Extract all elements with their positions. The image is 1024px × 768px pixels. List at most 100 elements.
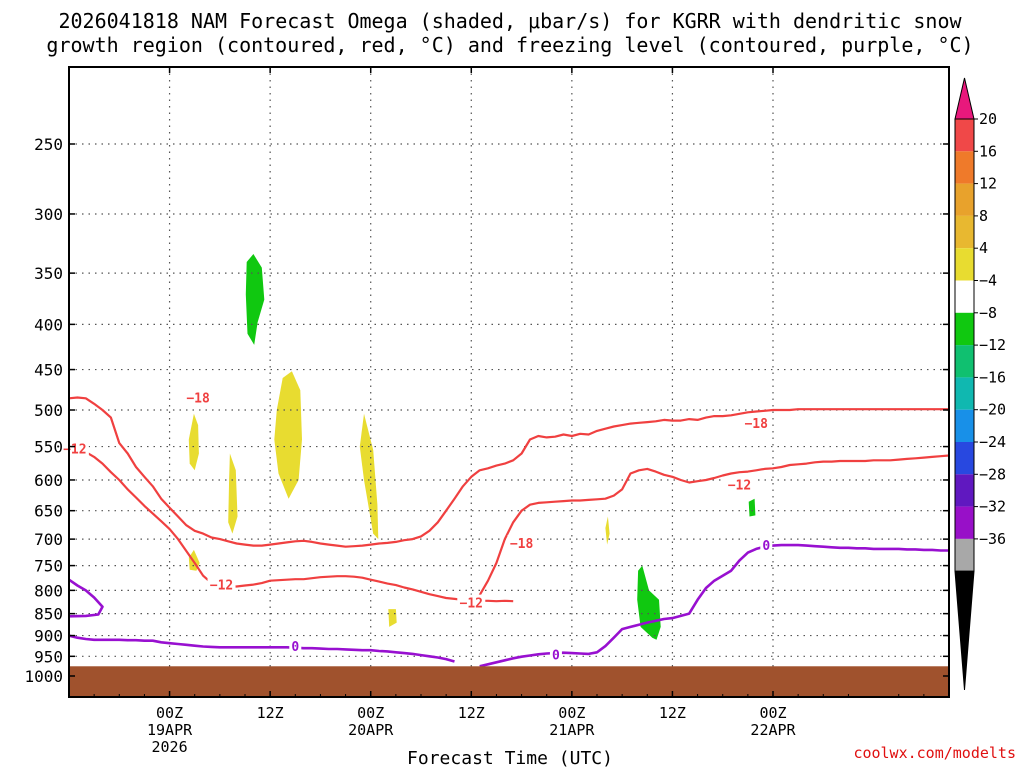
x-tick-label-54-0: 00Z bbox=[558, 704, 585, 722]
grid-lines bbox=[69, 67, 949, 697]
colorbar-tick-label-3: 8 bbox=[979, 207, 988, 225]
red-contour-m12-east-label-0: −12 bbox=[210, 579, 233, 594]
colorbar-band-4 bbox=[955, 215, 974, 249]
colorbar-tick-label-12: −32 bbox=[979, 498, 1006, 516]
red-contour-m12-east-label-bg-0 bbox=[207, 576, 236, 592]
credit-text: coolwx.com/modelts bbox=[853, 744, 1016, 762]
x-tick-label-6-2: 2026 bbox=[152, 738, 188, 756]
red-contour-m18-label-bg-2 bbox=[742, 414, 771, 430]
colorbar-band-7 bbox=[955, 312, 974, 346]
omega-area-yellow-blob-main bbox=[274, 371, 302, 499]
omega-area-green-blob-upper bbox=[245, 254, 265, 345]
colorbar-tick-label-13: −36 bbox=[979, 530, 1006, 548]
colorbar-band-10 bbox=[955, 409, 974, 442]
colorbar-band-2 bbox=[955, 151, 974, 184]
chart-title-line2: growth region (contoured, red, °C) and f… bbox=[46, 33, 973, 57]
red-contour-m12-west-label-bg-0 bbox=[60, 440, 89, 456]
y-tick-label-900: 900 bbox=[34, 627, 63, 646]
colorbar-bottom-arrow bbox=[954, 570, 975, 691]
y-tick-label-950: 950 bbox=[34, 647, 63, 666]
omega-area-yellow-small-3 bbox=[605, 516, 610, 545]
colorbar-tick-label-9: −20 bbox=[979, 401, 1006, 419]
x-tick-label-6-1: 19APR bbox=[147, 721, 193, 739]
x-tick-label-30-0: 00Z bbox=[357, 704, 384, 722]
contour-labels: −18 −18 −18 −12 −12 −12 −12 0 0 0 bbox=[60, 389, 773, 663]
colorbar-tick-label-7: −12 bbox=[979, 336, 1006, 354]
red-contour-m18-label-1: −18 bbox=[510, 537, 534, 552]
y-tick-label-650: 650 bbox=[34, 502, 63, 521]
ground-fill bbox=[69, 666, 949, 697]
x-axis-label: Forecast Time (UTC) bbox=[407, 748, 613, 768]
colorbar-band-12 bbox=[955, 474, 974, 507]
y-tick-label-800: 800 bbox=[34, 581, 63, 600]
ground-surface bbox=[69, 666, 949, 697]
x-tick-label-54-1: 21APR bbox=[549, 721, 595, 739]
colorbar-band-3 bbox=[955, 183, 974, 216]
omega-area-green-blob-small bbox=[748, 498, 756, 517]
y-tick-label-400: 400 bbox=[34, 315, 63, 334]
purple-contour-hook bbox=[69, 578, 104, 618]
red-contour-m12-east-label-2: −12 bbox=[728, 478, 751, 493]
y-tick-label-300: 300 bbox=[34, 205, 63, 224]
omega-area-yellow-strip-2 bbox=[228, 453, 238, 534]
colorbar-tick-label-0: 20 bbox=[979, 110, 997, 128]
colorbar-top-arrow bbox=[954, 77, 975, 120]
purple-contour-west-label-0: 0 bbox=[291, 640, 299, 655]
red-contour-m12-east bbox=[478, 454, 949, 596]
red-contour-m18-label-bg-0 bbox=[184, 389, 213, 405]
x-tick-label-66-0: 12Z bbox=[659, 704, 686, 722]
chart-title-line1: 2026041818 NAM Forecast Omega (shaded, μ… bbox=[58, 9, 962, 33]
y-tick-label-700: 700 bbox=[34, 530, 63, 549]
colorbar-band-9 bbox=[955, 377, 974, 410]
red-contour-m18-label-0: −18 bbox=[186, 392, 210, 407]
colorbar-band-1 bbox=[955, 119, 974, 152]
colorbar-band-8 bbox=[955, 345, 974, 378]
colorbar-tick-label-6: −8 bbox=[979, 304, 997, 322]
y-tick-label-750: 750 bbox=[34, 557, 63, 576]
contour-lines bbox=[69, 396, 949, 668]
y-tick-label-550: 550 bbox=[34, 438, 63, 457]
y-tick-label-850: 850 bbox=[34, 605, 63, 624]
colorbar-band-14 bbox=[955, 538, 974, 572]
colorbar-tick-label-5: −4 bbox=[979, 272, 997, 290]
colorbar-band-5 bbox=[955, 248, 974, 281]
x-tick-label-78-0: 00Z bbox=[759, 704, 786, 722]
x-tick-label-30-1: 20APR bbox=[348, 721, 394, 739]
y-axis: 250 300 350 400 450 500 550 600 650 700 750 800 850 9… bbox=[24, 135, 949, 686]
purple-contour-east-label-1: 0 bbox=[762, 539, 770, 554]
colorbar-tick-label-10: −24 bbox=[979, 433, 1006, 451]
purple-contour-west-label-bg-0 bbox=[289, 638, 302, 654]
plot-frame bbox=[68, 66, 950, 698]
purple-contour-east-label-bg-0 bbox=[549, 646, 562, 662]
purple-contour-west bbox=[69, 634, 455, 663]
x-tick-label-42-0: 12Z bbox=[458, 704, 485, 722]
y-tick-label-350: 350 bbox=[34, 264, 63, 283]
red-contour-m18-label-2: −18 bbox=[744, 417, 768, 432]
colorbar-tick-label-2: 12 bbox=[979, 175, 997, 193]
y-tick-label-600: 600 bbox=[34, 471, 63, 490]
omega-area-yellow-strip-1 bbox=[188, 413, 199, 471]
purple-contour-east-label-bg-1 bbox=[760, 537, 773, 553]
x-tick-label-78-1: 22APR bbox=[750, 721, 796, 739]
colorbar: 20 16 12 8 4 −4 −8 −12 −16 −20 −24 −28 −32 −36 bbox=[954, 77, 1006, 691]
y-tick-label-500: 500 bbox=[34, 401, 63, 420]
colorbar-tick-label-11: −28 bbox=[979, 465, 1006, 483]
y-tick-label-250: 250 bbox=[34, 135, 63, 154]
colorbar-tick-label-8: −16 bbox=[979, 368, 1006, 386]
colorbar-band-6 bbox=[955, 280, 974, 313]
red-contour-m12-east-label-bg-1 bbox=[457, 594, 486, 610]
colorbar-band-11 bbox=[955, 442, 974, 475]
colorbar-tick-label-1: 16 bbox=[979, 142, 997, 160]
red-contour-m12-east-label-bg-2 bbox=[725, 476, 754, 492]
colorbar-tick-label-4: 4 bbox=[979, 239, 988, 257]
red-contour-m18-label-bg-1 bbox=[507, 534, 536, 550]
red-contour-m12-west bbox=[69, 443, 514, 603]
red-contour-m18 bbox=[69, 396, 949, 548]
omega-area-yellow-strip-3 bbox=[359, 413, 379, 540]
red-contour-m12-east-label-1: −12 bbox=[460, 597, 483, 612]
x-tick-label-6-0: 00Z bbox=[156, 704, 183, 722]
purple-contour-east-label-0: 0 bbox=[552, 648, 560, 663]
x-tick-label-18-0: 12Z bbox=[257, 704, 284, 722]
